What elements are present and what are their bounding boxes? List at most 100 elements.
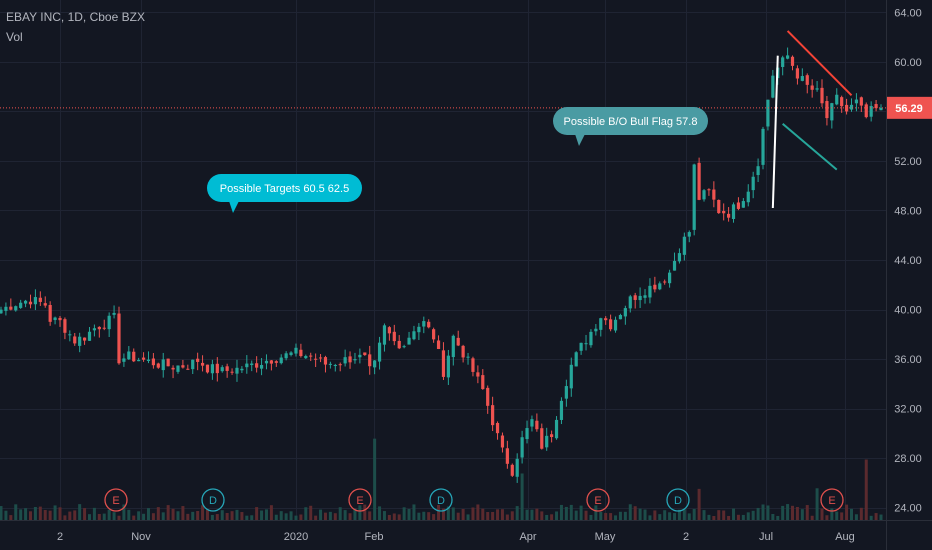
volume-bar bbox=[78, 504, 82, 520]
candle-body bbox=[717, 199, 721, 214]
candle-body bbox=[520, 437, 524, 458]
candle-body bbox=[422, 321, 426, 327]
volume-bar bbox=[112, 512, 116, 520]
candle-body bbox=[4, 306, 8, 311]
candle-body bbox=[373, 360, 377, 368]
volume-bar bbox=[245, 515, 249, 520]
candle-body bbox=[0, 309, 3, 314]
candle-body bbox=[638, 295, 642, 301]
candle-body bbox=[132, 351, 136, 362]
volume-bar bbox=[874, 513, 878, 520]
candle-body bbox=[264, 360, 269, 364]
volume-bar bbox=[97, 513, 101, 520]
candle-body bbox=[795, 68, 800, 79]
candle-body bbox=[613, 319, 618, 331]
volume-bar bbox=[176, 511, 180, 520]
event-label: E bbox=[112, 495, 119, 507]
candle-body bbox=[299, 349, 303, 357]
candle-body bbox=[220, 367, 224, 372]
volume-bar bbox=[387, 514, 391, 520]
volume-bar bbox=[166, 505, 170, 520]
volume-bar bbox=[609, 513, 613, 520]
candle-body bbox=[579, 342, 583, 351]
candle-body bbox=[815, 88, 819, 90]
candle-body bbox=[648, 285, 652, 298]
volume-bar bbox=[702, 510, 706, 520]
candle-body bbox=[304, 356, 308, 359]
candle-body bbox=[599, 318, 603, 330]
candle-body bbox=[412, 331, 416, 340]
volume-bar bbox=[525, 509, 529, 520]
volume-bar bbox=[417, 512, 421, 520]
volume-bar bbox=[274, 514, 278, 520]
candle-body bbox=[554, 419, 559, 439]
volume-bar bbox=[28, 511, 32, 520]
candle-body bbox=[112, 312, 116, 315]
volume-bar bbox=[491, 511, 495, 520]
candle-body bbox=[284, 353, 288, 359]
candle-body bbox=[259, 365, 264, 369]
volume-bar bbox=[594, 505, 598, 520]
candle-body bbox=[604, 318, 608, 321]
candle-body bbox=[161, 359, 165, 371]
volume-bar bbox=[343, 510, 347, 520]
candle-body bbox=[363, 352, 367, 356]
candle-body bbox=[78, 336, 82, 346]
x-tick-label: Nov bbox=[131, 531, 151, 543]
candle-body bbox=[9, 306, 13, 310]
earnings-event-marker bbox=[586, 488, 610, 512]
volume-bar bbox=[535, 508, 539, 520]
candle-body bbox=[230, 371, 234, 373]
candle-body bbox=[805, 75, 809, 85]
volume-bar bbox=[373, 438, 377, 520]
candle-body bbox=[820, 87, 824, 104]
volume-bar bbox=[673, 513, 677, 520]
volume-bar bbox=[284, 513, 288, 520]
candle-body bbox=[97, 326, 101, 330]
flag-lower-line bbox=[782, 123, 838, 171]
event-label: D bbox=[674, 495, 682, 507]
volume-bar bbox=[368, 511, 372, 520]
candle-body bbox=[461, 345, 465, 358]
volume-bar bbox=[879, 514, 883, 520]
volume-bar bbox=[402, 507, 406, 520]
candle-body bbox=[19, 302, 23, 308]
volume-bar bbox=[358, 505, 362, 520]
volume-bar bbox=[309, 505, 313, 520]
volume-bar bbox=[353, 508, 357, 520]
candle-body bbox=[535, 420, 539, 430]
candle-body bbox=[196, 358, 200, 362]
flag-upper-line bbox=[786, 30, 853, 97]
candle-body bbox=[181, 365, 185, 368]
candle-body bbox=[825, 101, 829, 119]
y-tick-label: 36.00 bbox=[894, 354, 922, 366]
candle-body bbox=[387, 327, 391, 334]
candle-body bbox=[702, 190, 706, 200]
candle-body bbox=[166, 358, 170, 367]
volume-bar bbox=[328, 511, 332, 520]
volume-bar bbox=[338, 507, 342, 520]
volume-bar bbox=[574, 510, 578, 520]
candle-body bbox=[785, 55, 790, 59]
candle-body bbox=[338, 364, 342, 366]
volume-bar bbox=[323, 512, 327, 520]
candle-body bbox=[746, 191, 750, 203]
volume-bar bbox=[854, 514, 858, 520]
candle-body bbox=[82, 337, 87, 341]
candle-body bbox=[348, 356, 352, 363]
candle-body bbox=[58, 317, 62, 321]
bubble-targets-tail bbox=[229, 201, 239, 213]
candle-body bbox=[476, 372, 480, 377]
x-tick-label: Jul bbox=[759, 531, 773, 543]
bubble-bull-flag-tail bbox=[575, 134, 585, 146]
volume-bar bbox=[579, 505, 583, 520]
candle-body bbox=[122, 358, 126, 362]
candle-body bbox=[766, 99, 770, 127]
candle-body bbox=[274, 361, 278, 363]
volume-bar bbox=[653, 510, 657, 520]
volume-bar bbox=[43, 509, 47, 520]
candle-body bbox=[205, 364, 210, 373]
volume-bar bbox=[215, 514, 219, 520]
